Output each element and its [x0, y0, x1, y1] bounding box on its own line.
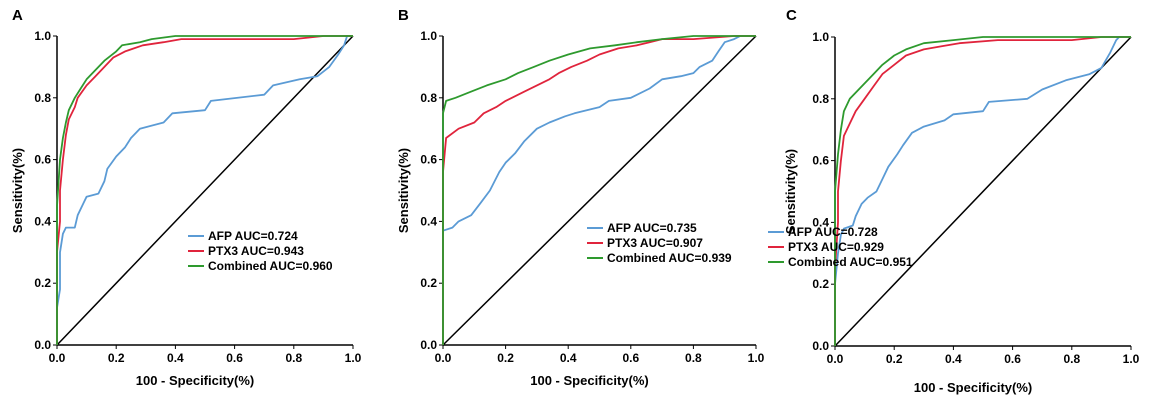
x-tick-label: 0.6	[226, 351, 243, 365]
y-tick-label: 1.0	[34, 29, 51, 43]
y-tick-label: 0.6	[420, 153, 437, 167]
y-tick-label: 0.4	[34, 214, 51, 228]
legend-label-ptx3: PTX3 AUC=0.907	[607, 236, 703, 250]
y-tick-label: 0.2	[812, 277, 829, 291]
y-axis-title: Sensitivity(%)	[10, 148, 25, 233]
x-tick-label: 0.4	[945, 352, 962, 366]
y-tick-label: 0.2	[420, 276, 437, 290]
roc-curve-combined	[56, 35, 353, 345]
x-tick-label: 1.0	[1123, 352, 1140, 366]
x-tick-label: 0.8	[285, 351, 302, 365]
y-tick-label: 0.2	[34, 276, 51, 290]
x-tick-label: 0.0	[49, 351, 66, 365]
y-tick-label: 0.6	[812, 154, 829, 168]
x-tick-label: 0.2	[886, 352, 903, 366]
roc-curve-ptx3	[442, 35, 756, 345]
x-axis-title: 100 - Specificity(%)	[530, 373, 649, 388]
roc-panel-a: A 0.0 0.2 0.4 0.6 0.8 1.0 0.0 0.2 0.4 0.6 0.8 1.0 100…	[10, 7, 362, 388]
y-tick-label: 1.0	[812, 30, 829, 44]
x-tick-label: 0.0	[435, 351, 452, 365]
legend-label-ptx3: PTX3 AUC=0.929	[788, 240, 884, 254]
x-tick-label: 1.0	[748, 351, 765, 365]
x-tick-label: 0.6	[1004, 352, 1021, 366]
x-axis-title: 100 - Specificity(%)	[136, 373, 255, 388]
roc-curve-combined	[834, 36, 1131, 346]
x-tick-label: 0.2	[108, 351, 125, 365]
roc-curve-ptx3	[834, 36, 1131, 346]
y-axis-title: Sensitivity(%)	[783, 149, 798, 234]
roc-curve-afp	[834, 36, 1131, 346]
panel-letter: A	[12, 7, 23, 24]
roc-curve-ptx3	[56, 35, 353, 345]
legend-label-combined: Combined AUC=0.939	[607, 251, 732, 265]
reference-diagonal	[56, 35, 354, 346]
x-tick-label: 0.8	[685, 351, 702, 365]
x-axis-title: 100 - Specificity(%)	[914, 380, 1033, 395]
legend-label-ptx3: PTX3 AUC=0.943	[208, 244, 304, 258]
legend-label-combined: Combined AUC=0.951	[788, 255, 913, 269]
y-tick-label: 0.8	[812, 92, 829, 106]
x-tick-label: 0.4	[560, 351, 577, 365]
roc-curve-combined	[442, 35, 756, 345]
x-tick-label: 1.0	[345, 351, 362, 365]
x-tick-label: 0.8	[1063, 352, 1080, 366]
panel-letter: B	[398, 7, 409, 24]
y-tick-label: 0.8	[34, 91, 51, 105]
legend-label-afp: AFP AUC=0.735	[607, 221, 697, 235]
legend-label-afp: AFP AUC=0.728	[788, 225, 878, 239]
roc-curve-afp	[56, 35, 353, 345]
reference-diagonal	[834, 36, 1132, 347]
reference-diagonal	[442, 35, 757, 346]
legend-label-combined: Combined AUC=0.960	[208, 259, 333, 273]
panel-letter: C	[786, 7, 797, 24]
roc-curve-afp	[442, 35, 756, 345]
y-tick-label: 1.0	[420, 29, 437, 43]
x-tick-label: 0.6	[622, 351, 639, 365]
y-tick-label: 0.4	[420, 214, 437, 228]
roc-panel-c: C 0.0 0.2 0.4 0.6 0.8 1.0 0.0 0.2 0.4 0.6 0.8 1.0 100…	[768, 7, 1140, 395]
y-tick-label: 0.4	[812, 215, 829, 229]
roc-panel-b: B 0.0 0.2 0.4 0.6 0.8 1.0 0.0 0.2 0.4 0.6 0.8 1.0 100…	[396, 7, 765, 388]
y-tick-label: 0.0	[34, 338, 51, 352]
y-tick-label: 0.8	[420, 91, 437, 105]
y-tick-label: 0.0	[812, 339, 829, 353]
x-tick-label: 0.2	[497, 351, 514, 365]
y-tick-label: 0.6	[34, 153, 51, 167]
y-tick-label: 0.0	[420, 338, 437, 352]
x-tick-label: 0.0	[827, 352, 844, 366]
x-tick-label: 0.4	[167, 351, 184, 365]
legend-label-afp: AFP AUC=0.724	[208, 229, 298, 243]
y-axis-title: Sensitivity(%)	[396, 148, 411, 233]
